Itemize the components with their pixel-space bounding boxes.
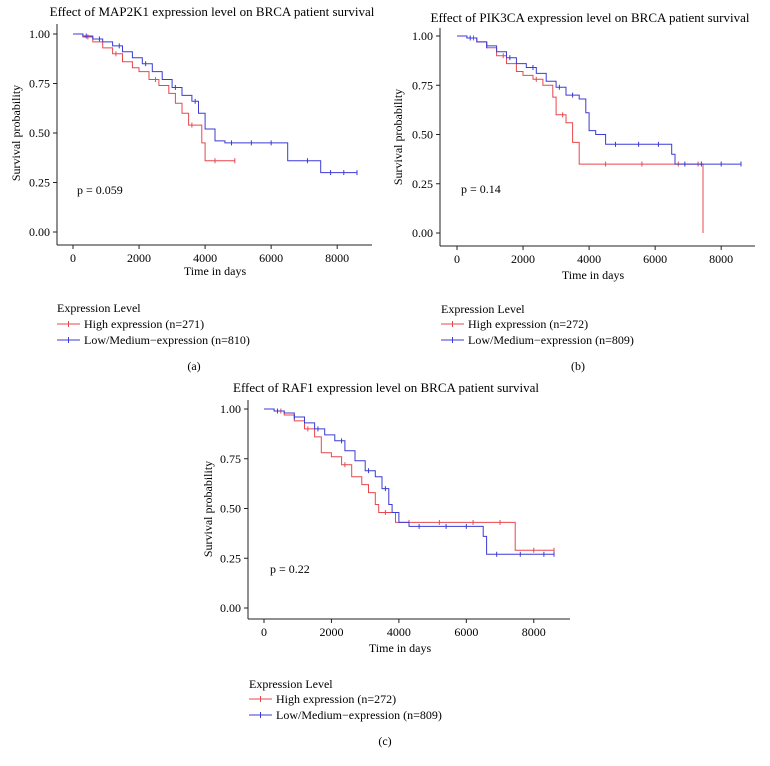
panel-a-y-tick-label: 0.50 [29,126,50,140]
panel-b-y-tick-label: 0.25 [412,177,433,191]
panel-a-y-ticks: 0.00 0.25 0.50 0.75 1.00 [29,27,57,239]
panel-c-title: Effect of RAF1 expression level on BRCA … [233,380,539,395]
panel-b-curve-high [457,35,704,233]
panel-c-y-tick-label: 1.00 [220,402,241,416]
panel-a-y-tick-label: 0.25 [29,176,50,190]
panel-a-x-tick-label: 0 [70,251,76,265]
panel-c-y-tick-label: 0.75 [220,452,241,466]
panel-c-xlabel: Time in days [369,641,432,655]
panel-a-legend-low-label: Low/Medium−expression (n=810) [84,333,250,347]
panel-a-legend: Expression Level High expression (n=271)… [57,301,250,347]
panel-a-x-tick-label: 4000 [193,251,217,265]
panel-c-legend: Expression Level High expression (n=272)… [249,677,442,722]
panel-b-title: Effect of PIK3CA expression level on BRC… [431,10,750,25]
panel-b-x-tick-label: 4000 [577,252,601,266]
panel-b-legend: Expression Level High expression (n=272)… [441,302,634,347]
panel-b-x-tick-label: 2000 [511,252,535,266]
panel-b-legend-title: Expression Level [441,302,525,316]
panel-b-curves [457,35,742,233]
panel-b-pvalue: p = 0.14 [461,182,501,196]
panel-b-x-ticks: 0 2000 4000 6000 8000 [454,246,733,266]
panel-c-x-tick-label: 8000 [522,625,546,639]
panel-a-curve-high [73,33,235,162]
panel-a-y-tick-label: 1.00 [29,27,50,41]
panel-a-x-tick-label: 2000 [127,251,151,265]
panel-b-y-tick-label: 0.00 [412,226,433,240]
panel-b-y-ticks: 0.00 0.25 0.50 0.75 1.00 [412,29,440,240]
panel-c-curves [264,408,555,557]
panel-a-label: (a) [187,359,200,373]
panel-a-x-tick-label: 6000 [259,251,283,265]
panel-b-x-tick-label: 6000 [643,252,667,266]
panel-c-x-ticks: 0 2000 4000 6000 8000 [261,619,546,639]
panel-c-legend-high-label: High expression (n=272) [276,692,396,706]
panel-c-y-tick-label: 0.25 [220,551,241,565]
panel-c-curve-low [264,408,554,555]
panel-b-x-tick-label: 0 [454,252,460,266]
panel-b-label: (b) [571,359,585,373]
panel-a-xlabel: Time in days [184,264,247,278]
panel-b-legend-low-label: Low/Medium−expression (n=809) [468,333,634,347]
panel-a-y-tick-label: 0.75 [29,77,50,91]
panel-c-y-tick-label: 0.00 [220,601,241,615]
panel-a-ylabel: Survival probability [9,85,23,181]
panel-b-legend-high-label: High expression (n=272) [468,317,588,331]
panel-c-x-tick-label: 6000 [454,625,478,639]
panel-a-title: Effect of MAP2K1 expression level on BRC… [50,4,375,19]
panel-b-curve-low [457,35,741,165]
panel-c-ylabel: Survival probability [201,461,215,557]
panel-b-x-tick-label: 8000 [709,252,733,266]
panel-a-pvalue: p = 0.059 [77,183,123,197]
panel-b-ylabel: Survival probability [391,89,405,185]
panel-a: Effect of MAP2K1 expression level on BRC… [9,4,375,373]
panel-b-y-tick-label: 1.00 [412,29,433,43]
panel-c-y-ticks: 0.00 0.25 0.50 0.75 1.00 [220,402,248,615]
panel-a-curves [73,33,358,176]
panel-a-legend-title: Expression Level [57,301,141,315]
panel-c-x-tick-label: 2000 [319,625,343,639]
panel-c-pvalue: p = 0.22 [270,562,310,576]
panel-a-y-tick-label: 0.00 [29,225,50,239]
panel-b-y-tick-label: 0.75 [412,78,433,92]
panel-b-xlabel: Time in days [562,268,625,282]
panel-c-legend-title: Expression Level [249,677,333,691]
panel-c: Effect of RAF1 expression level on BRCA … [201,380,570,748]
panel-a-legend-high-label: High expression (n=271) [84,317,204,331]
panel-c-x-tick-label: 0 [261,625,267,639]
panel-c-x-tick-label: 4000 [387,625,411,639]
panel-a-curve-low [73,33,357,174]
panel-c-label: (c) [378,734,391,748]
panel-c-legend-low-label: Low/Medium−expression (n=809) [276,708,442,722]
panel-b-y-tick-label: 0.50 [412,128,433,142]
panel-a-x-tick-label: 8000 [325,251,349,265]
panel-a-x-ticks: 0 2000 4000 6000 8000 [70,245,349,265]
panel-c-y-tick-label: 0.50 [220,502,241,516]
panel-b: Effect of PIK3CA expression level on BRC… [391,10,755,373]
